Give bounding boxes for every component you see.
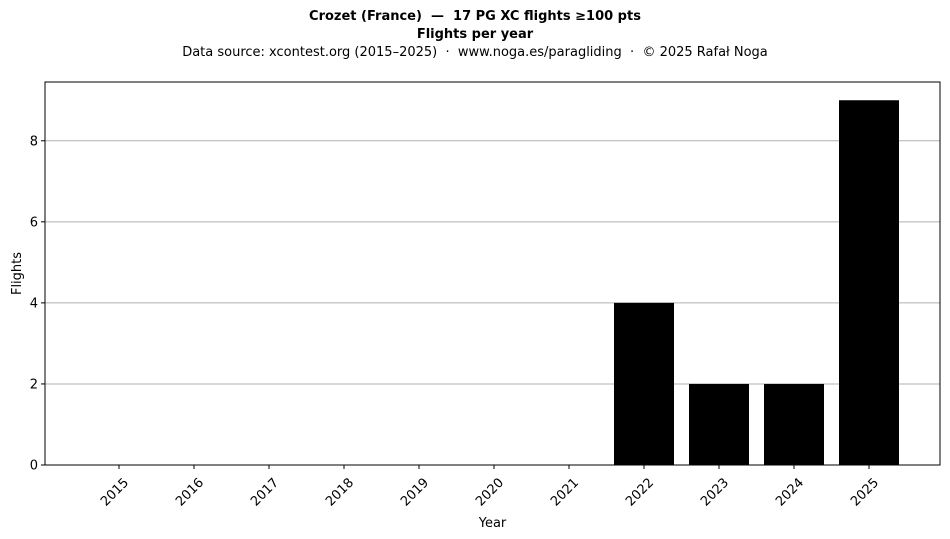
chart-source: Data source: xcontest.org (2015–2025) · …: [182, 45, 768, 60]
y-tick-label: 8: [30, 134, 38, 149]
x-ticks: 2015 2016 2017 2018 2019 2020 2021 2022 2023 2024…: [98, 465, 882, 509]
chart-title-block: Crozet (France) — 17 PG XC flights ≥100 …: [0, 8, 950, 62]
bars: [614, 100, 899, 465]
bar-2022: [614, 302, 674, 465]
bar-2023: [689, 383, 749, 465]
x-tick-label: 2020: [473, 475, 507, 509]
x-tick-label: 2019: [398, 475, 432, 509]
x-tick-label: 2021: [548, 475, 582, 509]
y-tick-label: 6: [30, 215, 38, 230]
bar-2025: [839, 100, 899, 465]
x-axis-label: Year: [478, 516, 507, 531]
x-tick-label: 2018: [323, 475, 357, 509]
x-tick-label: 2015: [98, 475, 132, 509]
x-tick-label: 2017: [248, 475, 282, 509]
y-ticks: 0 2 4 6 8: [30, 134, 45, 474]
y-tick-label: 4: [30, 296, 38, 311]
y-tick-label: 2: [30, 377, 38, 392]
x-tick-label: 2024: [773, 475, 807, 509]
x-tick-label: 2016: [173, 475, 207, 509]
bar-2024: [764, 383, 824, 465]
y-tick-label: 0: [30, 459, 38, 474]
y-axis-label: Flights: [10, 252, 25, 295]
plot-frame: [44, 81, 941, 466]
chart-title: Crozet (France) — 17 PG XC flights ≥100 …: [309, 9, 641, 24]
chart-subtitle: Flights per year: [416, 27, 534, 42]
grid-lines: [45, 140, 940, 385]
x-tick-label: 2025: [848, 475, 882, 509]
x-tick-label: 2023: [698, 475, 732, 509]
x-tick-label: 2022: [623, 475, 657, 509]
